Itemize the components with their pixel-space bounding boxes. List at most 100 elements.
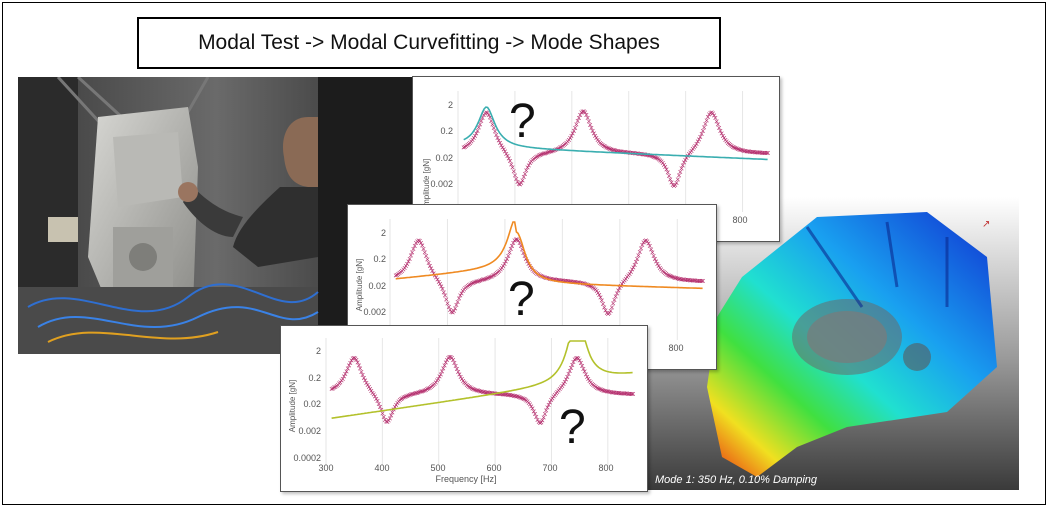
- measured-point: ×: [616, 146, 621, 156]
- measured-point: ×: [434, 273, 439, 283]
- measured-point: ×: [709, 107, 714, 117]
- measured-point: ×: [755, 148, 760, 158]
- measured-point: ×: [557, 275, 562, 285]
- measured-point: ×: [637, 247, 642, 257]
- measured-point: ×: [480, 113, 485, 123]
- measured-point: ×: [686, 149, 691, 159]
- measured-point: ×: [566, 135, 571, 145]
- measured-point: ×: [609, 144, 614, 154]
- measured-point: ×: [512, 170, 517, 180]
- measured-point: ×: [583, 108, 588, 118]
- measured-point: ×: [497, 266, 502, 276]
- measured-point: ×: [394, 270, 399, 280]
- measured-point: ×: [572, 123, 577, 133]
- measured-point: ×: [693, 141, 698, 151]
- measured-point: ×: [482, 387, 487, 397]
- measured-point: ×: [537, 418, 542, 428]
- measured-point: ×: [545, 403, 550, 413]
- measured-point: ×: [557, 143, 562, 153]
- measured-point: ×: [405, 391, 410, 401]
- measured-series: ××××××××××××××××××××××××××××××××××××××××…: [461, 106, 771, 190]
- measured-point: ×: [514, 391, 519, 401]
- measured-point: ×: [559, 142, 564, 152]
- plot-grid: [457, 91, 744, 212]
- measured-point: ×: [610, 388, 615, 398]
- measured-point: ×: [480, 387, 485, 397]
- measured-point: ×: [463, 283, 468, 293]
- measured-point: ×: [725, 138, 730, 148]
- measured-point: ×: [656, 154, 661, 164]
- measured-point: ×: [435, 275, 440, 285]
- measured-point: ×: [666, 271, 671, 281]
- measured-point: ×: [575, 353, 580, 363]
- y-tick: 0.002: [430, 179, 453, 189]
- measured-point: ×: [465, 140, 470, 150]
- measured-point: ×: [611, 145, 616, 155]
- measured-point: ×: [628, 267, 633, 277]
- measured-point: ×: [626, 271, 631, 281]
- measured-point: ×: [531, 406, 536, 416]
- measured-point: ×: [651, 152, 656, 162]
- measured-point: ×: [608, 144, 613, 154]
- measured-point: ×: [535, 415, 540, 425]
- measured-point: ×: [597, 384, 602, 394]
- measured-point: ×: [474, 385, 479, 395]
- measured-series: ××××××××××××××××××××××××××××××××××××××××…: [329, 352, 636, 428]
- measured-point: ×: [455, 367, 460, 377]
- measured-point: ×: [576, 113, 581, 123]
- measured-point: ×: [541, 149, 546, 159]
- measured-point: ×: [351, 353, 356, 363]
- measured-point: ×: [569, 131, 574, 141]
- measured-point: ×: [621, 277, 626, 287]
- measured-point: ×: [734, 144, 739, 154]
- measured-point: ×: [527, 400, 532, 410]
- measured-point: ×: [598, 385, 603, 395]
- measured-point: ×: [570, 360, 575, 370]
- measured-point: ×: [477, 276, 482, 286]
- measured-point: ×: [525, 397, 530, 407]
- measured-point: ×: [482, 108, 487, 118]
- measured-point: ×: [512, 236, 517, 246]
- measured-point: ×: [471, 278, 476, 288]
- measured-point: ×: [545, 147, 550, 157]
- measured-point: ×: [421, 244, 426, 254]
- measured-point: ×: [509, 390, 514, 400]
- measured-point: ×: [525, 257, 530, 267]
- measured-point: ×: [371, 390, 376, 400]
- measured-point: ×: [681, 158, 686, 168]
- measured-point: ×: [429, 264, 434, 274]
- measured-point: ×: [629, 265, 634, 275]
- measured-point: ×: [675, 174, 680, 184]
- measured-point: ×: [731, 143, 736, 153]
- measured-point: ×: [577, 355, 582, 365]
- measured-point: ×: [456, 294, 461, 304]
- measured-point: ×: [502, 259, 507, 269]
- measured-point: ×: [369, 386, 374, 396]
- measured-point: ×: [675, 274, 680, 284]
- measured-point: ×: [696, 276, 701, 286]
- measured-point: ×: [591, 129, 596, 139]
- measured-point: ×: [710, 108, 715, 118]
- measured-point: ×: [612, 388, 617, 398]
- measured-point: ×: [493, 269, 498, 279]
- measured-point: ×: [738, 145, 743, 155]
- measured-point: ×: [442, 291, 447, 301]
- measured-point: ×: [624, 147, 629, 157]
- measured-point: ×: [612, 295, 617, 305]
- measured-point: ×: [694, 276, 699, 286]
- measured-point: ×: [519, 393, 524, 403]
- measured-point: ×: [439, 367, 444, 377]
- measured-point: ×: [423, 385, 428, 395]
- measured-point: ×: [589, 282, 594, 292]
- measured-point: ×: [424, 384, 429, 394]
- measured-point: ×: [397, 395, 402, 405]
- measured-point: ×: [346, 361, 351, 371]
- measured-point: ×: [356, 360, 361, 370]
- measured-point: ×: [600, 140, 605, 150]
- measured-point: ×: [458, 372, 463, 382]
- measured-point: ×: [753, 147, 758, 157]
- question-mark: ?: [509, 95, 536, 148]
- measured-point: ×: [561, 276, 566, 286]
- measured-point: ×: [568, 363, 573, 373]
- measured-point: ×: [408, 251, 413, 261]
